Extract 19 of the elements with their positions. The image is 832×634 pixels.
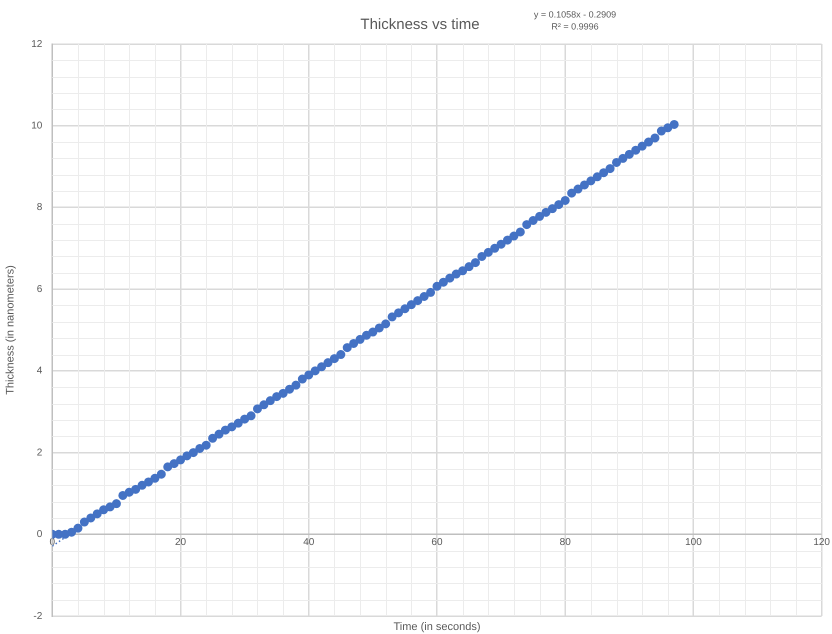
x-tick-label: 80 bbox=[560, 537, 572, 548]
y-tick-label: 2 bbox=[36, 447, 43, 458]
y-tick-label: -2 bbox=[33, 610, 43, 622]
x-tick-label: 120 bbox=[813, 537, 830, 548]
y-tick-label: 8 bbox=[36, 202, 43, 214]
y-tick-label: 0 bbox=[36, 529, 43, 540]
y-tick-label: 12 bbox=[31, 38, 43, 50]
chart-title: Thickness vs time bbox=[360, 16, 480, 34]
x-tick-label: 60 bbox=[431, 537, 443, 548]
x-tick-label: 20 bbox=[174, 537, 187, 548]
y-tick-label: 10 bbox=[31, 120, 43, 132]
text: y = 0.1058x - 0.2909 bbox=[534, 9, 616, 20]
y-axis-title: Thickness (in nanometers) bbox=[4, 265, 17, 395]
y-tick-label: 6 bbox=[36, 284, 43, 295]
x-tick-label: 100 bbox=[685, 537, 702, 548]
x-tick-label: 40 bbox=[303, 537, 315, 548]
text: R² = 0.9996 bbox=[551, 21, 599, 32]
y-tick-label: 4 bbox=[36, 366, 43, 377]
x-axis-title: Time (in seconds) bbox=[393, 621, 480, 634]
